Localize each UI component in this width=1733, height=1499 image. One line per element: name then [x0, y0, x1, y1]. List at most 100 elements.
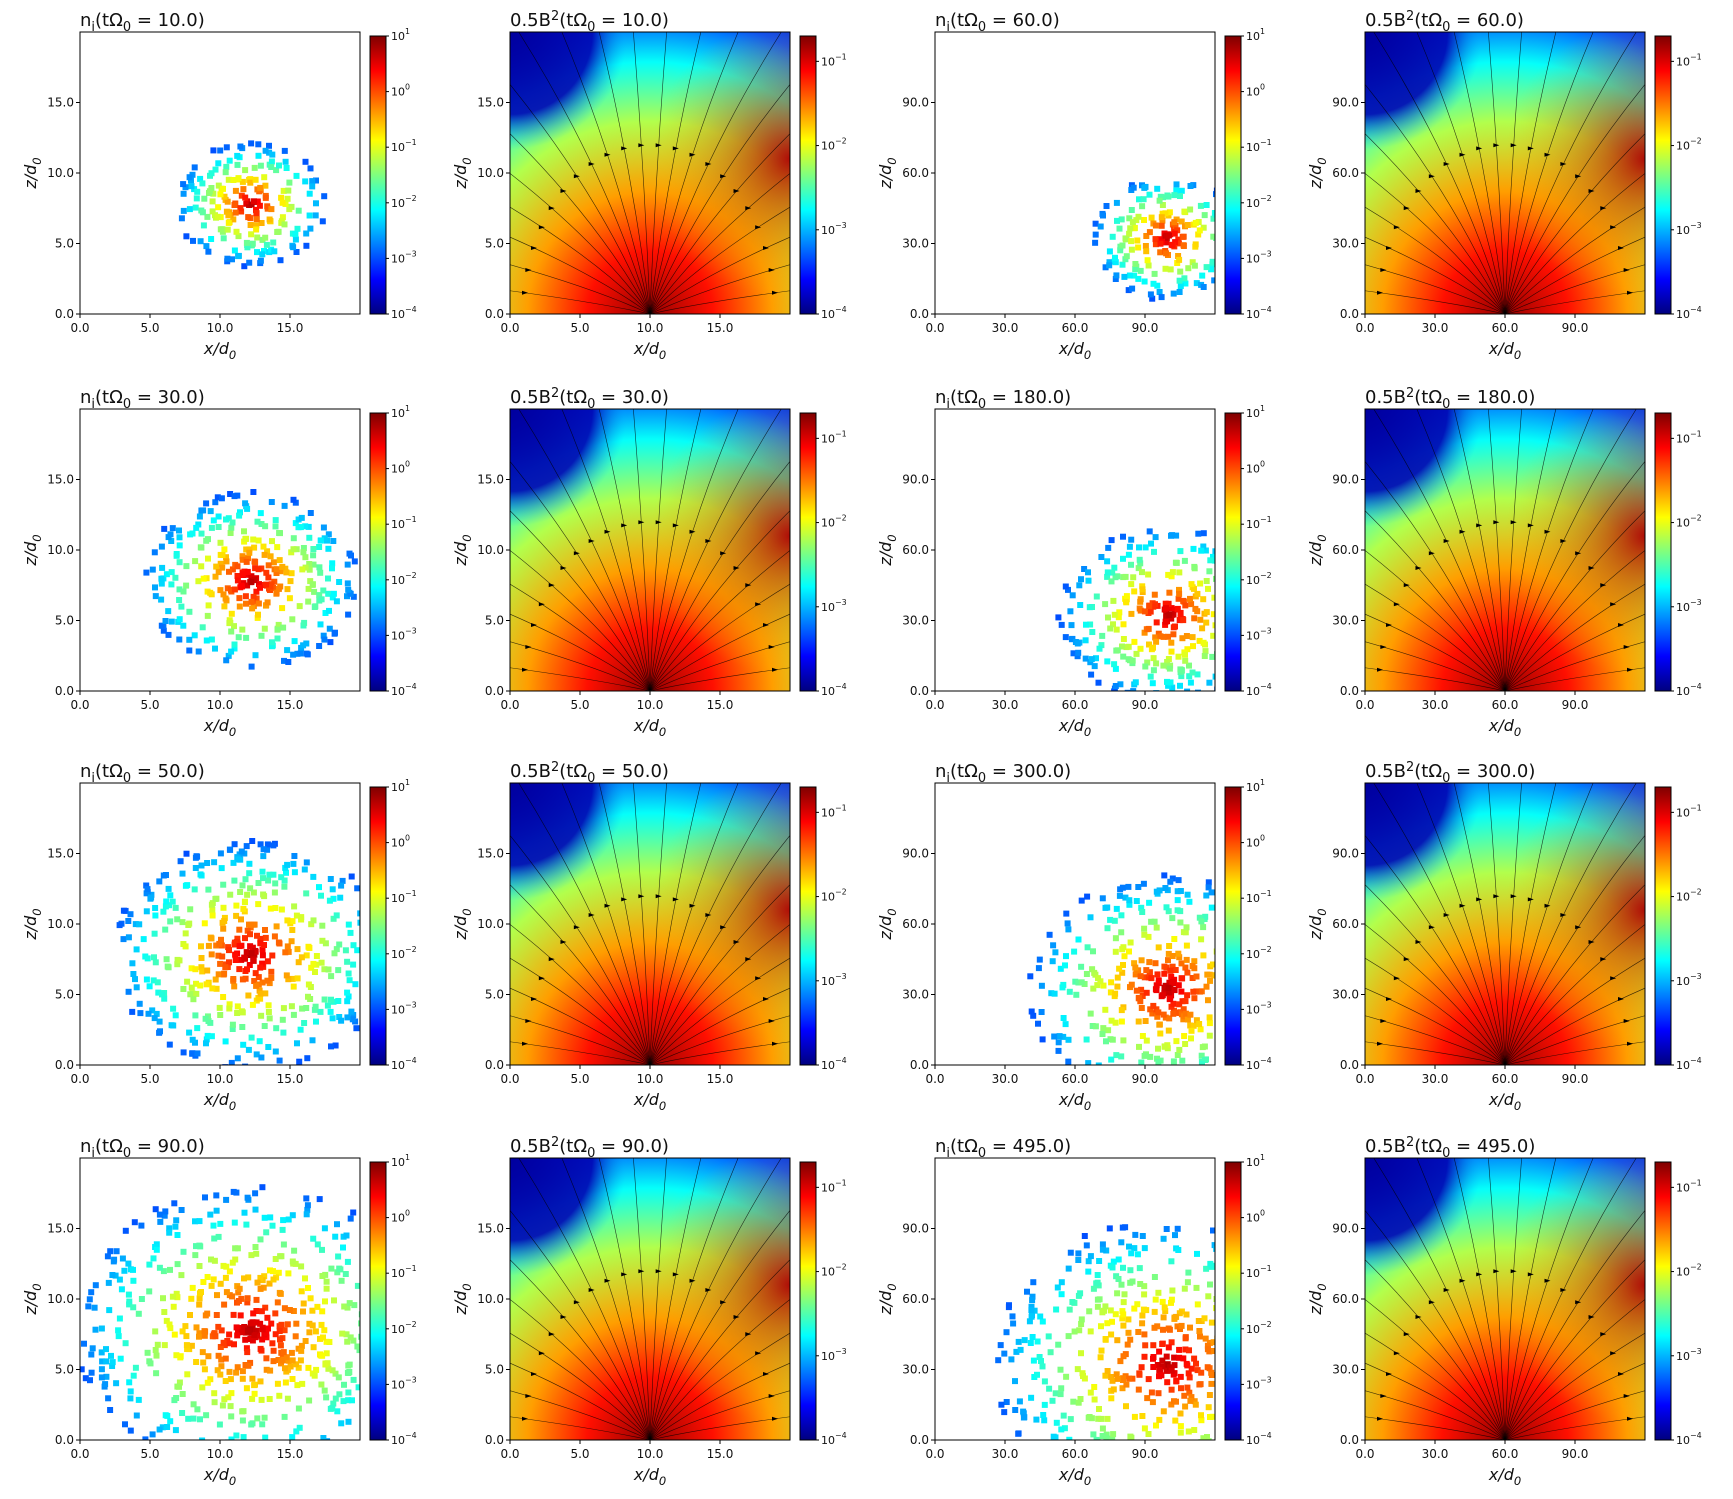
- density-cell: [231, 586, 238, 593]
- density-cell: [237, 143, 244, 150]
- density-cell: [265, 1044, 272, 1050]
- density-cell: [1182, 651, 1188, 658]
- density-cell: [336, 1265, 343, 1272]
- density-cell: [268, 158, 275, 165]
- density-cell: [1171, 987, 1178, 994]
- panel-title: 0.5B2(tΩ0 = 90.0): [510, 1135, 669, 1161]
- density-cell: [132, 976, 138, 983]
- density-cell: [1104, 569, 1111, 576]
- density-cell: [1249, 990, 1255, 996]
- density-cell: [311, 1372, 318, 1379]
- density-cell: [354, 1282, 360, 1289]
- colorbar-tick-label: 10−2: [1246, 571, 1272, 587]
- density-cell: [268, 1320, 275, 1327]
- density-cell: [194, 1025, 201, 1032]
- density-cell: [284, 943, 291, 950]
- density-cell: [251, 164, 258, 171]
- density-cell: [1166, 589, 1173, 596]
- density-cell: [1085, 1258, 1092, 1265]
- panel-magnetic_energy-4-4: 0.0 30.0 60.0 90.00.030.060.090.00.5B2(tΩ0 …: [1306, 1135, 1702, 1488]
- density-cell: [1163, 1367, 1170, 1374]
- density-cell: [235, 252, 242, 259]
- density-cell: [143, 908, 150, 915]
- density-cell: [261, 174, 268, 181]
- density-cell: [1199, 272, 1206, 279]
- density-cell: [257, 510, 264, 517]
- density-cell: [1033, 1416, 1040, 1423]
- density-cell: [236, 603, 243, 610]
- density-cell: [320, 1334, 326, 1341]
- density-cell: [1120, 1311, 1127, 1318]
- streamline-arrow: [768, 1393, 775, 1398]
- density-cell: [1132, 261, 1139, 267]
- streamline-arrow: [1527, 897, 1534, 902]
- streamline-arrow: [1527, 146, 1534, 151]
- density-cell: [174, 1261, 181, 1268]
- density-cell: [259, 868, 266, 875]
- density-cell: [1138, 1005, 1145, 1011]
- density-cell: [1277, 973, 1283, 979]
- density-cell: [276, 1057, 283, 1064]
- density-cell: [183, 850, 190, 857]
- density-cell: [190, 237, 196, 244]
- streamline-arrow: [772, 290, 779, 295]
- streamline-arrow: [604, 1278, 611, 1283]
- density-cell: [1063, 910, 1070, 917]
- density-cell: [163, 898, 170, 905]
- density-cell: [318, 1321, 325, 1328]
- density-cell: [269, 639, 275, 646]
- density-cell: [306, 212, 313, 219]
- density-cell: [255, 995, 262, 1001]
- density-cell: [1063, 1373, 1070, 1380]
- density-cell: [413, 1356, 419, 1362]
- density-cell: [1029, 1293, 1036, 1300]
- density-cell: [161, 1342, 168, 1349]
- density-cell: [276, 1392, 283, 1399]
- density-cell: [280, 1005, 287, 1012]
- density-cell: [1274, 1360, 1280, 1366]
- density-cell: [1219, 277, 1225, 283]
- density-cell: [1293, 941, 1299, 947]
- density-cell: [223, 1196, 230, 1203]
- density-cell: [242, 1063, 249, 1065]
- density-cell: [258, 220, 265, 226]
- density-cell: [1200, 530, 1207, 537]
- x-tick-label: 10.0: [207, 1072, 234, 1086]
- density-cell: [1135, 995, 1142, 1002]
- density-cell: [1154, 185, 1161, 192]
- density-cell: [1160, 662, 1167, 669]
- density-cell: [348, 1008, 355, 1015]
- density-cell: [1314, 1433, 1320, 1439]
- density-cell: [305, 598, 312, 605]
- density-cell: [1183, 1311, 1190, 1318]
- density-cell: [261, 248, 267, 254]
- density-cell: [1211, 972, 1215, 979]
- density-cell: [267, 905, 274, 912]
- density-cell: [1041, 1401, 1048, 1408]
- streamline-arrow: [560, 566, 567, 571]
- density-cell: [313, 177, 319, 184]
- density-cell: [211, 1390, 218, 1397]
- density-cell: [274, 229, 281, 235]
- streamline-arrow: [548, 583, 555, 588]
- density-cell: [1207, 1281, 1213, 1288]
- density-cell: [1112, 574, 1119, 581]
- density-cell: [295, 959, 302, 966]
- density-cell: [1175, 877, 1182, 884]
- density-cell: [1246, 1040, 1252, 1046]
- density-cell: [318, 596, 325, 603]
- density-cell: [180, 181, 187, 188]
- density-cell: [1171, 1362, 1178, 1369]
- density-cell: [156, 878, 163, 885]
- density-cell: [1219, 1321, 1225, 1327]
- density-cell: [1162, 621, 1169, 628]
- panel-title: ni(tΩ0 = 180.0): [935, 387, 1071, 412]
- density-cell: [1128, 610, 1135, 617]
- density-cell: [1110, 1258, 1117, 1265]
- density-cell: [301, 866, 308, 873]
- density-cell: [1075, 1399, 1082, 1406]
- streamline-arrow: [705, 162, 712, 167]
- density-cell: [1175, 653, 1182, 660]
- density-cell: [192, 1218, 198, 1225]
- density-cell: [264, 1468, 270, 1474]
